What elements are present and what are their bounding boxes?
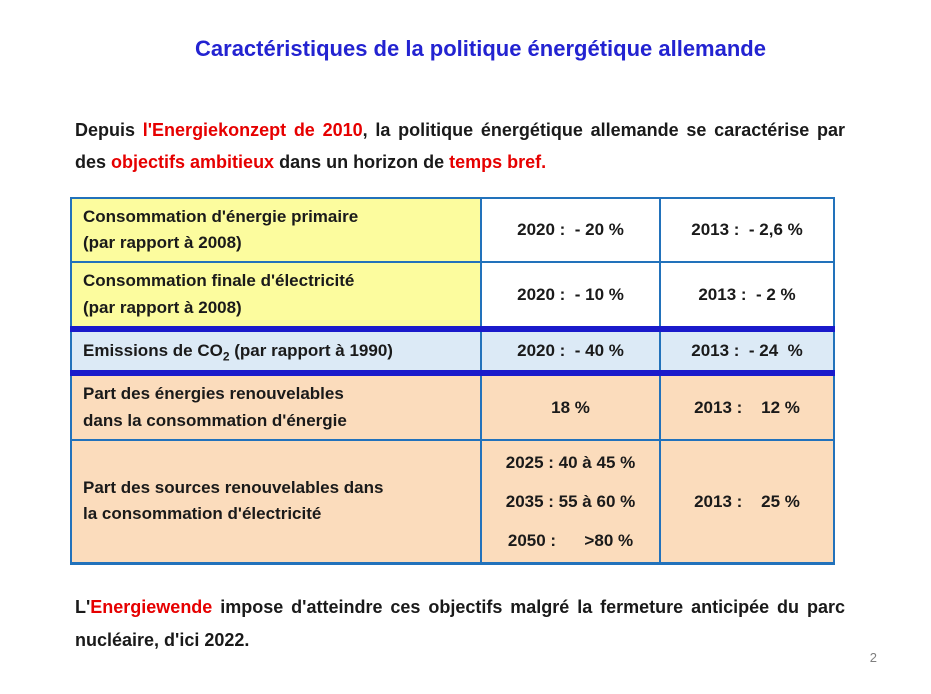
co2-label-text: (par rapport à 1990) [229,340,393,360]
actual-value-cell: 2013 : - 2,6 % [659,196,835,264]
co2-subscript: 2 [222,349,230,364]
actual-value-cell: 2013 : - 24 % [659,326,835,377]
objectives-table: Consommation d'énergie primaire (par rap… [70,196,835,566]
footer-segment: L' [75,597,91,618]
footer-segment-highlight: Energiewende [90,597,213,618]
table-row-electricity-consumption: Consommation finale d'électricité (par r… [70,261,835,331]
footer-paragraph: L'Energiewende impose d'atteindre ces ob… [75,591,845,656]
measure-label-cell: Consommation finale d'électricité (par r… [70,261,482,331]
measure-label-cell: Consommation d'énergie primaire (par rap… [70,196,482,264]
page-number: 2 [869,650,877,665]
measure-label-cell: Emissions de CO2 (par rapport à 1990) [70,326,482,377]
footer-segment: impose d'atteindre ces objectifs malgré … [75,597,845,650]
table-row-primary-energy: Consommation d'énergie primaire (par rap… [70,196,835,264]
intro-segment: dans un horizon de [274,152,450,173]
target-value-cell: 2020 : - 20 % [480,196,661,264]
table-row-renewables-electricity-share: Part des sources renouvelables dans la c… [70,438,835,566]
measure-label-cell: Part des énergies renouvelables dans la … [70,372,482,441]
target-value-cell: 2025 : 40 à 45 % 2035 : 55 à 60 % 2050 :… [480,438,661,566]
intro-paragraph: Depuis l'Energiekonzept de 2010, la poli… [75,114,845,179]
intro-segment: Depuis [75,120,143,140]
table-row-renewables-energy-share: Part des énergies renouvelables dans la … [70,372,835,441]
actual-value-cell: 2013 : 12 % [659,372,835,441]
actual-value-cell: 2013 : - 2 % [659,261,835,331]
target-value-cell: 18 % [480,372,661,441]
intro-segment-highlight: l'Energiekonzept de 2010 [142,120,363,140]
page-title: Caractéristiques de la politique énergét… [195,36,766,61]
table-row-co2-emissions: Emissions de CO2 (par rapport à 1990) 20… [70,326,835,377]
target-value-cell: 2020 : - 10 % [480,261,661,331]
title-container: Caractéristiques de la politique énergét… [30,36,931,62]
target-value-cell: 2020 : - 40 % [480,326,661,377]
measure-label-cell: Part des sources renouvelables dans la c… [70,438,482,566]
intro-segment: , la politique énergétique allemande se … [75,120,846,173]
actual-value-cell: 2013 : 25 % [659,438,835,566]
intro-segment-highlight: objectifs ambitieux [111,152,275,173]
co2-label-text: Emissions de CO [83,340,223,360]
intro-segment-highlight: temps bref. [449,152,547,173]
